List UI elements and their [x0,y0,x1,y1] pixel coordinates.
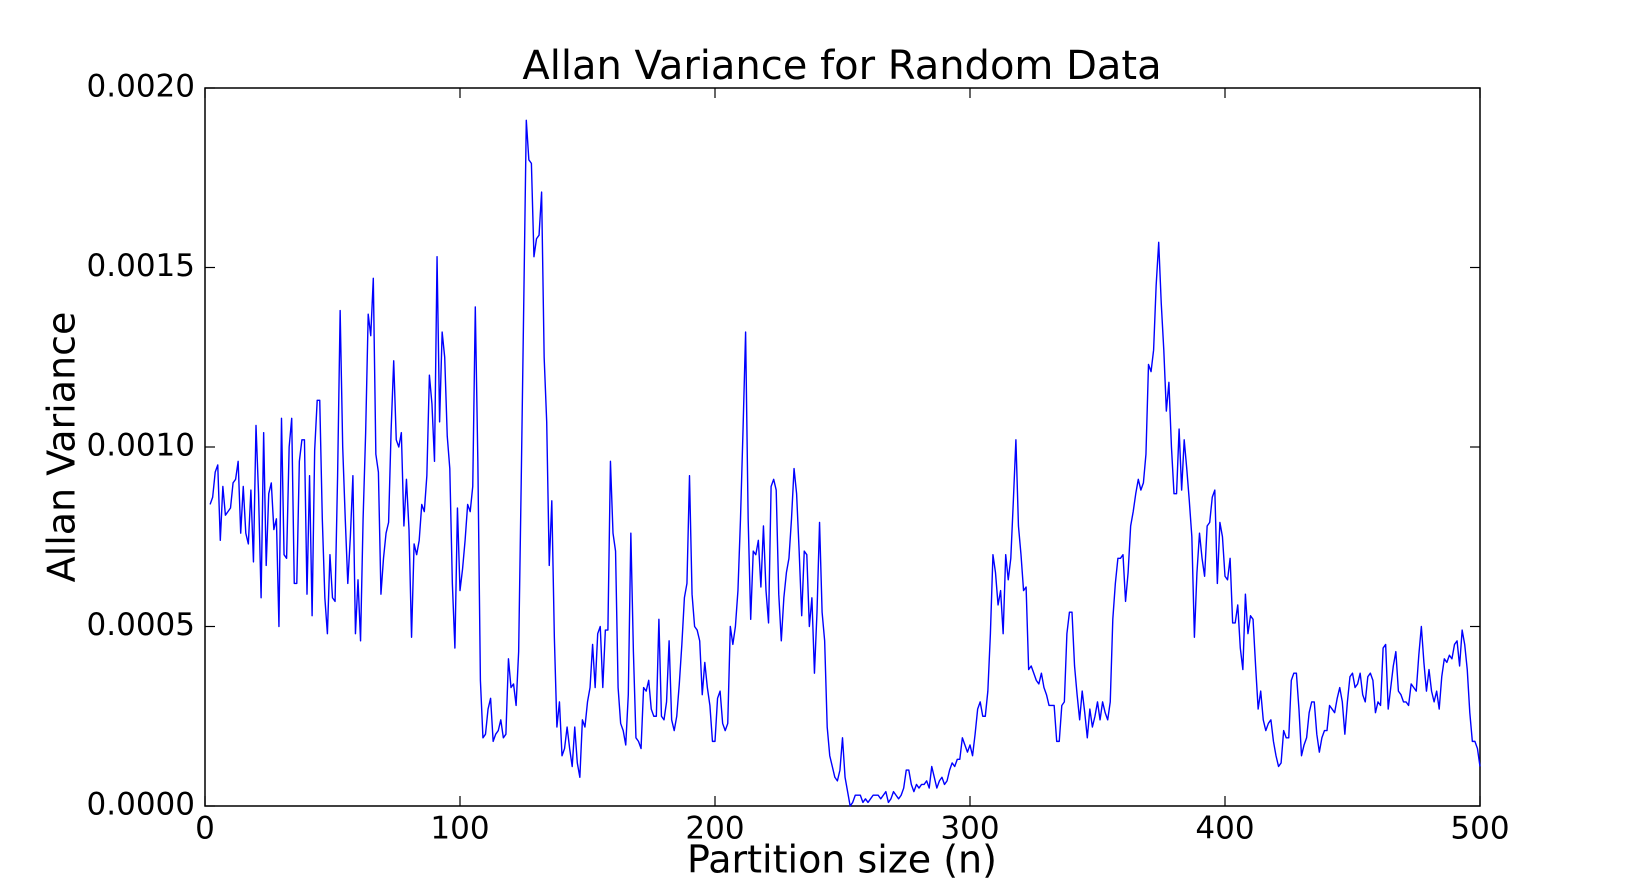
y-tick-label: 0.0010 [87,428,195,464]
x-tick-label: 100 [430,811,489,847]
x-tick-label: 500 [1450,811,1509,847]
y-axis-label: Allan Variance [40,312,84,583]
x-tick-label: 200 [685,811,744,847]
x-tick-label: 300 [940,811,999,847]
y-tick-label: 0.0000 [87,787,195,823]
chart-title: Allan Variance for Random Data [522,43,1161,89]
y-tick-label: 0.0015 [87,248,195,284]
data-line [209,119,1481,807]
x-axis-label: Partition size (n) [687,838,997,882]
plot-frame [204,87,1481,807]
x-tick-label: 400 [1195,811,1254,847]
y-tick-label: 0.0020 [87,69,195,105]
y-tick-label: 0.0005 [87,607,195,643]
x-tick-label: 0 [195,811,215,847]
